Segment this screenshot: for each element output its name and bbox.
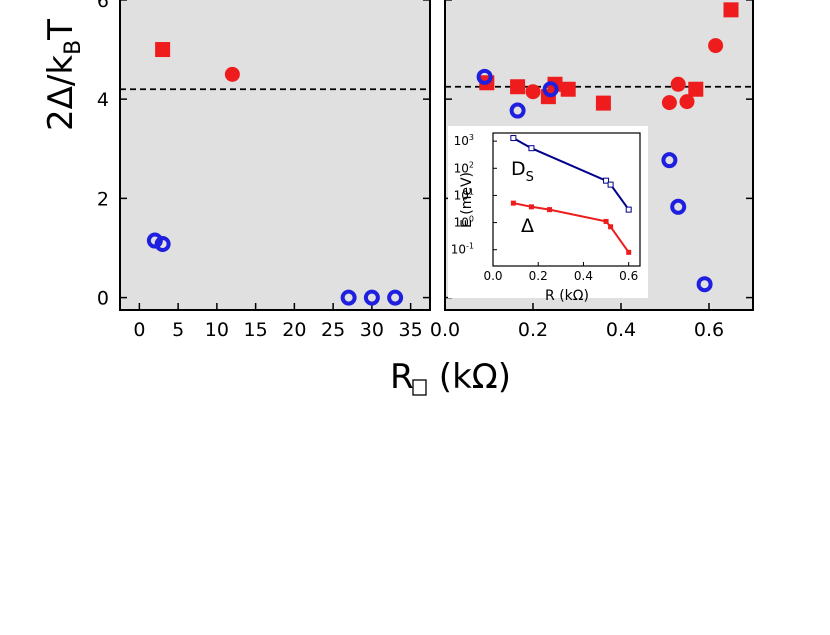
y-tick-label: 0 — [97, 288, 109, 310]
x-axis-label-main: R — [390, 357, 414, 397]
inset-series-line — [513, 202, 630, 253]
inset-x-tick-label: 0.4 — [574, 269, 593, 283]
inset-x-axis-label: R (kΩ) — [545, 288, 589, 304]
data-point — [560, 81, 576, 97]
inset-x-tick-label: 0.2 — [529, 269, 548, 283]
x-tick-label: 0.6 — [694, 319, 724, 341]
inset-y-axis-label: E (meV) — [459, 172, 475, 228]
data-point — [146, 232, 163, 249]
inset-y-tick-exponent: 0 — [469, 215, 474, 224]
x-axis-label-tail: (kΩ) — [428, 357, 511, 397]
inset-delta-label: Δ — [521, 215, 534, 237]
inset-data-point — [510, 200, 516, 206]
data-point — [340, 289, 357, 306]
x-tick-label: 5 — [172, 319, 184, 341]
inset-y-tick-exponent: 3 — [469, 133, 474, 142]
x-tick-label: 30 — [360, 319, 384, 341]
inset-ds-subscript: S — [526, 170, 534, 185]
inset-data-point — [510, 135, 517, 142]
x-tick-label: 25 — [321, 319, 345, 341]
inset-y-tick-exponent: -1 — [466, 242, 474, 251]
y-axis-label-main: 2Δ/k — [41, 55, 81, 131]
data-point — [510, 79, 526, 95]
x-tick-label: 0.4 — [606, 319, 636, 341]
x-tick-label: 0.2 — [518, 319, 548, 341]
inset-data-point — [608, 224, 614, 230]
data-point — [688, 81, 704, 97]
data-point — [154, 236, 171, 253]
data-point — [525, 84, 541, 100]
x-tick-label: 0.0 — [430, 319, 460, 341]
inset-data-point — [625, 206, 632, 213]
y-tick-label: 2 — [97, 188, 109, 210]
inset-y-tick-exponent: 2 — [469, 160, 474, 169]
inset-data-point — [528, 145, 535, 152]
data-point — [155, 42, 171, 58]
x-tick-label: 10 — [205, 319, 229, 341]
inset-x-tick-label: 0.0 — [483, 269, 502, 283]
plot-area — [119, 0, 431, 311]
inset-data-point — [528, 204, 534, 210]
data-point — [679, 94, 695, 110]
inset-data-point — [547, 207, 553, 213]
x-axis-label: R (kΩ) — [390, 357, 511, 397]
data-point — [387, 289, 404, 306]
data-point — [509, 102, 526, 119]
data-point — [670, 198, 687, 215]
inset-x-tick-label: 0.6 — [619, 269, 638, 283]
y-axis-label: 2Δ/kBT — [41, 19, 86, 131]
data-point — [595, 95, 611, 111]
inset-data-point — [607, 181, 614, 188]
square-subscript-icon — [412, 379, 427, 396]
inset-y-tick-exponent: 1 — [469, 187, 474, 196]
x-tick-label: 20 — [282, 319, 306, 341]
data-point — [670, 76, 686, 92]
x-tick-label: 0 — [133, 319, 145, 341]
data-point — [708, 38, 724, 54]
y-axis-label-tail: T — [41, 19, 81, 41]
data-point — [476, 68, 493, 85]
left-panel: 0 5 10 15 20 25 30 35 0 2 4 6 — [97, 0, 431, 341]
data-point — [661, 152, 678, 169]
data-point — [661, 95, 677, 111]
inset-plot-area — [492, 132, 641, 267]
data-point — [542, 81, 559, 98]
inset-data-point — [603, 177, 610, 184]
y-tick-label: 4 — [97, 89, 109, 111]
data-point — [224, 66, 240, 82]
data-point — [723, 2, 739, 18]
data-point — [363, 289, 380, 306]
inset-data-point — [603, 218, 609, 224]
inset-data-point — [626, 249, 632, 255]
data-point — [696, 276, 713, 293]
y-tick-label: 6 — [97, 0, 109, 12]
x-tick-label: 15 — [244, 319, 268, 341]
y-axis-label-sub: B — [61, 40, 86, 55]
x-tick-label: 35 — [399, 319, 423, 341]
